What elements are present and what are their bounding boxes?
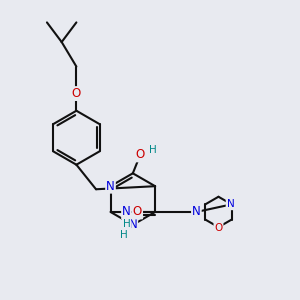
Text: O: O xyxy=(133,206,142,218)
Text: O: O xyxy=(72,87,81,100)
Text: H: H xyxy=(120,230,128,240)
Text: O: O xyxy=(136,148,145,161)
Text: H: H xyxy=(123,219,130,229)
Text: O: O xyxy=(214,224,223,233)
Text: N: N xyxy=(226,199,234,209)
Text: N: N xyxy=(128,218,137,231)
Text: N: N xyxy=(192,206,201,218)
Text: N: N xyxy=(106,180,115,193)
Text: N: N xyxy=(122,206,131,218)
Text: H: H xyxy=(149,146,157,155)
